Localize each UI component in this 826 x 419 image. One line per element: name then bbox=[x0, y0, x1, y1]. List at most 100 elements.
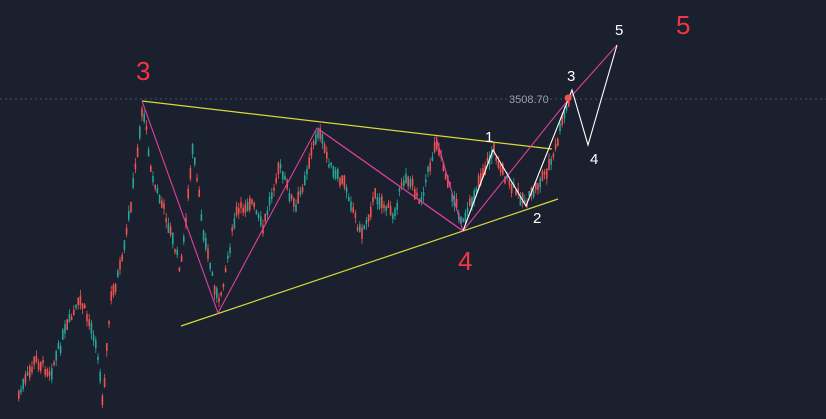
candle-body bbox=[59, 345, 62, 354]
candle-body bbox=[361, 227, 363, 239]
candle-body bbox=[213, 285, 216, 295]
candle-body bbox=[510, 184, 513, 194]
candle-body bbox=[460, 216, 462, 224]
candle-body bbox=[233, 218, 236, 229]
candle-body bbox=[191, 144, 194, 155]
candle-body bbox=[563, 111, 566, 119]
candle-body bbox=[387, 203, 390, 209]
candle-body bbox=[442, 162, 445, 171]
candle-body bbox=[200, 213, 203, 221]
candle-body bbox=[356, 227, 359, 231]
candle-body bbox=[345, 187, 348, 193]
candle-body bbox=[504, 176, 506, 184]
candle-body bbox=[152, 175, 154, 183]
candle-body bbox=[68, 314, 71, 322]
candle-body bbox=[110, 291, 112, 301]
candle-body bbox=[158, 194, 161, 204]
candle-body bbox=[238, 208, 240, 214]
wave-projection-path bbox=[462, 44, 618, 232]
candle-body bbox=[244, 204, 247, 213]
candle-body bbox=[414, 188, 416, 200]
candle-body bbox=[141, 108, 143, 117]
candle-body bbox=[548, 158, 550, 171]
candle-body bbox=[502, 163, 504, 175]
candle-body bbox=[497, 161, 500, 168]
wave-label-major-3: 3 bbox=[136, 56, 150, 86]
candle-body bbox=[352, 207, 354, 213]
candle-body bbox=[480, 173, 482, 185]
candle-body bbox=[363, 225, 365, 229]
candle-body bbox=[323, 144, 326, 153]
candle-body bbox=[332, 166, 335, 178]
candle-body bbox=[370, 206, 372, 218]
candle-body bbox=[18, 390, 20, 399]
candle-body bbox=[482, 168, 484, 178]
candle-body bbox=[297, 191, 299, 204]
candle-body bbox=[559, 123, 561, 132]
candle-body bbox=[473, 190, 475, 203]
candle-body bbox=[70, 316, 73, 321]
candle-body bbox=[475, 188, 478, 192]
candle-body bbox=[53, 361, 55, 366]
candle-body bbox=[75, 304, 77, 308]
candle-body bbox=[106, 343, 108, 351]
candle-body bbox=[451, 193, 453, 202]
candle-body bbox=[539, 178, 541, 188]
candle-body bbox=[477, 175, 480, 187]
candle-body bbox=[185, 217, 187, 227]
candle-body bbox=[174, 249, 176, 253]
candle-body bbox=[123, 240, 126, 250]
candle-body bbox=[33, 356, 35, 365]
candle-body bbox=[405, 173, 407, 184]
candle-body bbox=[334, 170, 337, 179]
candle-body bbox=[240, 201, 242, 208]
candle-body bbox=[554, 143, 557, 150]
candle-body bbox=[284, 175, 286, 181]
candle-body bbox=[532, 189, 535, 197]
candle-body bbox=[44, 369, 46, 376]
candle-body bbox=[546, 168, 548, 179]
candle-body bbox=[22, 378, 24, 389]
candle-body bbox=[81, 303, 84, 309]
candle-body bbox=[462, 218, 464, 222]
candle-body bbox=[220, 292, 222, 296]
candle-body bbox=[260, 216, 262, 225]
candle-body bbox=[156, 187, 159, 194]
candle-body bbox=[84, 304, 86, 309]
candle-body bbox=[389, 206, 392, 216]
candle-body bbox=[268, 196, 271, 206]
candle-body bbox=[354, 213, 357, 218]
candle-body bbox=[136, 147, 139, 157]
candle-body bbox=[134, 163, 137, 170]
candle-body bbox=[444, 173, 447, 180]
candle-body bbox=[282, 171, 284, 180]
candle-body bbox=[196, 177, 198, 181]
candle-body bbox=[229, 247, 231, 254]
candle-body bbox=[350, 201, 352, 211]
candle-body bbox=[79, 295, 82, 306]
candle-body bbox=[466, 207, 469, 213]
candle-body bbox=[418, 199, 420, 204]
candle-body bbox=[62, 329, 64, 340]
candle-body bbox=[271, 192, 273, 199]
candle-body bbox=[132, 178, 134, 188]
candle-body bbox=[66, 319, 68, 330]
candle-body bbox=[447, 175, 449, 188]
candle-body bbox=[407, 176, 409, 187]
wave-label-major-5: 5 bbox=[676, 10, 690, 40]
candle-body bbox=[227, 255, 229, 259]
candle-body bbox=[235, 206, 238, 216]
candle-body bbox=[222, 284, 225, 288]
price-line-label: 3508.70 bbox=[509, 94, 549, 106]
candle-body bbox=[422, 192, 425, 197]
candle-body bbox=[205, 237, 207, 250]
candle-body bbox=[35, 355, 38, 363]
candle-body bbox=[119, 260, 121, 270]
candle-body bbox=[165, 217, 167, 223]
candle-body bbox=[29, 365, 31, 378]
candle-body bbox=[425, 179, 427, 183]
candle-body bbox=[92, 334, 95, 342]
candle-body bbox=[392, 214, 394, 220]
candle-body bbox=[383, 204, 385, 209]
